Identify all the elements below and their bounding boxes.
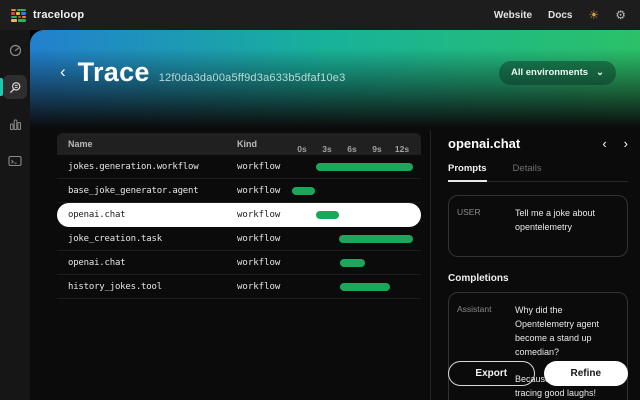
brand-name: traceloop bbox=[33, 9, 85, 21]
back-chevron-icon[interactable]: ‹ bbox=[60, 62, 66, 81]
span-kind: workflow bbox=[237, 257, 281, 268]
theme-toggle-sun-icon[interactable]: ☀ bbox=[588, 8, 600, 22]
span-kind: workflow bbox=[237, 161, 281, 172]
environment-dropdown[interactable]: All environments ⌄ bbox=[498, 60, 616, 85]
span-duration-bar bbox=[340, 259, 365, 267]
trace-search-icon bbox=[9, 81, 22, 94]
time-tick: 12s bbox=[394, 144, 410, 154]
export-button[interactable]: Export bbox=[448, 361, 535, 386]
time-tick: 0s bbox=[297, 144, 307, 154]
span-row[interactable]: openai.chat workflow bbox=[57, 251, 421, 275]
website-link[interactable]: Website bbox=[493, 9, 533, 21]
span-duration-bar bbox=[316, 163, 413, 171]
settings-gear-icon[interactable]: ⚙ bbox=[615, 8, 626, 22]
span-detail-panel: openai.chat ‹ › Prompts Details USER Tel… bbox=[431, 130, 640, 400]
span-name: base_joke_generator.agent bbox=[68, 185, 199, 196]
span-row[interactable]: openai.chat workflow bbox=[57, 203, 421, 227]
span-name: joke_creation.task bbox=[68, 233, 162, 244]
sidebar-item-analytics[interactable] bbox=[3, 112, 27, 136]
span-name: openai.chat bbox=[68, 257, 126, 268]
brand[interactable]: traceloop bbox=[11, 8, 85, 22]
top-bar: traceloop Website Docs ☀ ⚙ bbox=[0, 0, 640, 30]
docs-link[interactable]: Docs bbox=[548, 9, 573, 21]
span-title: openai.chat bbox=[448, 136, 521, 151]
span-kind: workflow bbox=[237, 281, 281, 292]
chevron-down-icon: ⌄ bbox=[596, 67, 604, 78]
detail-tabs: Prompts Details bbox=[448, 163, 628, 182]
span-name: openai.chat bbox=[68, 209, 126, 220]
span-row[interactable]: joke_creation.task workflow bbox=[57, 227, 421, 251]
completions-heading: Completions bbox=[448, 273, 509, 284]
prompt-message-box: USER Tell me a joke about opentelemetry bbox=[448, 195, 628, 257]
span-duration-bar bbox=[339, 235, 413, 243]
tab-details[interactable]: Details bbox=[512, 163, 542, 174]
trace-header-gradient: ‹ Trace 12f0da3da00a5ff9d3a633b5dfaf10e3… bbox=[30, 30, 640, 132]
main-panel: ‹ Trace 12f0da3da00a5ff9d3a633b5dfaf10e3… bbox=[30, 30, 640, 400]
column-header-name: Name bbox=[68, 139, 93, 149]
next-span-arrow[interactable]: › bbox=[623, 136, 628, 151]
sidebar bbox=[0, 30, 30, 400]
span-kind: workflow bbox=[237, 233, 281, 244]
time-tick: 9s bbox=[372, 144, 382, 154]
span-kind: workflow bbox=[237, 185, 281, 196]
trace-id: 12f0da3da00a5ff9d3a633b5dfaf10e3 bbox=[158, 71, 346, 84]
dashboard-icon bbox=[9, 44, 22, 57]
terminal-icon bbox=[8, 155, 22, 167]
prompt-text: Tell me a joke about opentelemetry bbox=[515, 208, 596, 232]
span-row[interactable]: base_joke_generator.agent workflow bbox=[57, 179, 421, 203]
sidebar-item-traces[interactable] bbox=[0, 75, 27, 99]
span-row[interactable]: jokes.generation.workflow workflow bbox=[57, 155, 421, 179]
span-name: history_jokes.tool bbox=[68, 281, 162, 292]
panel-divider bbox=[430, 130, 431, 400]
column-header-kind: Kind bbox=[237, 139, 257, 149]
environment-dropdown-value: All environments bbox=[510, 67, 589, 78]
sidebar-item-console[interactable] bbox=[3, 149, 27, 173]
sidebar-item-dashboard[interactable] bbox=[3, 38, 27, 62]
refine-button[interactable]: Refine bbox=[543, 361, 628, 386]
span-name: jokes.generation.workflow bbox=[68, 161, 199, 172]
span-table-header: Name Kind 0s 3s 6s 9s 12s bbox=[57, 133, 421, 155]
span-table: Name Kind 0s 3s 6s 9s 12s jokes.generation.w… bbox=[57, 133, 421, 299]
prompt-role-label: USER bbox=[457, 207, 481, 217]
span-kind: workflow bbox=[237, 209, 281, 220]
span-duration-bar bbox=[316, 211, 339, 219]
span-duration-bar bbox=[340, 283, 390, 291]
bar-chart-icon bbox=[9, 118, 22, 131]
span-duration-bar bbox=[292, 187, 315, 195]
prev-span-arrow[interactable]: ‹ bbox=[602, 136, 607, 151]
time-tick: 3s bbox=[322, 144, 332, 154]
span-row[interactable]: history_jokes.tool workflow bbox=[57, 275, 421, 299]
tab-prompts[interactable]: Prompts bbox=[448, 163, 487, 182]
page-title: Trace bbox=[77, 57, 150, 87]
traceloop-logo-icon bbox=[11, 8, 27, 22]
time-tick: 6s bbox=[347, 144, 357, 154]
completion-role-label: Assistant bbox=[457, 304, 492, 314]
